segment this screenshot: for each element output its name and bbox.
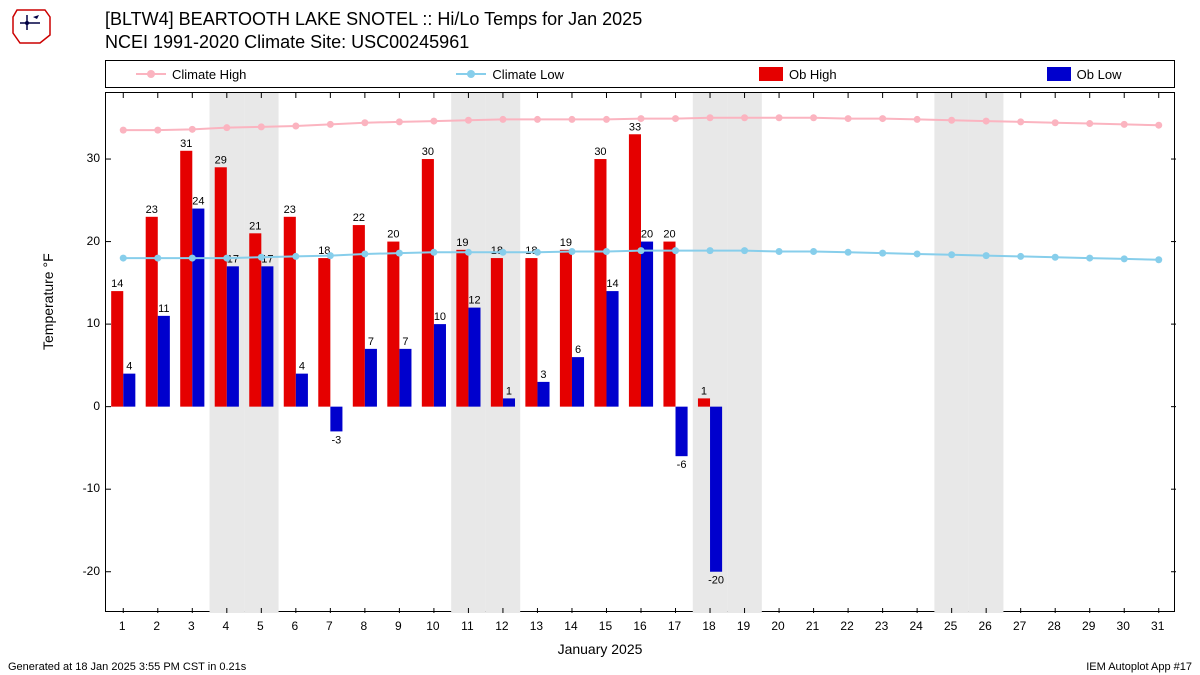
legend-climate-low: Climate Low	[456, 67, 564, 82]
ytick-label: 0	[70, 399, 100, 413]
svg-text:24: 24	[192, 196, 204, 208]
svg-text:23: 23	[146, 204, 158, 216]
ytick-label: 30	[70, 151, 100, 165]
svg-text:30: 30	[422, 146, 434, 158]
svg-text:14: 14	[606, 278, 618, 290]
xtick-label: 16	[633, 619, 646, 633]
title-line-1: [BLTW4] BEARTOOTH LAKE SNOTEL :: Hi/Lo T…	[105, 8, 642, 31]
xtick-label: 17	[668, 619, 681, 633]
xtick-label: 20	[771, 619, 784, 633]
svg-text:12: 12	[468, 295, 480, 307]
ytick-label: 10	[70, 316, 100, 330]
svg-text:-6: -6	[677, 459, 687, 471]
svg-text:7: 7	[368, 336, 374, 348]
svg-text:22: 22	[353, 212, 365, 224]
title-line-2: NCEI 1991-2020 Climate Site: USC00245961	[105, 31, 642, 54]
svg-text:20: 20	[663, 229, 675, 241]
legend-ob-high: Ob High	[759, 67, 837, 82]
xtick-label: 26	[978, 619, 991, 633]
xtick-label: 18	[702, 619, 715, 633]
xtick-label: 15	[599, 619, 612, 633]
x-axis-label: January 2025	[558, 641, 643, 657]
svg-text:3: 3	[540, 369, 546, 381]
xtick-label: 8	[361, 619, 368, 633]
xtick-label: 29	[1082, 619, 1095, 633]
svg-text:33: 33	[629, 121, 641, 133]
plot-area: 144231131242917211723418-322720730101912…	[105, 92, 1175, 612]
svg-text:29: 29	[215, 154, 227, 166]
svg-text:7: 7	[402, 336, 408, 348]
svg-text:23: 23	[284, 204, 296, 216]
svg-text:21: 21	[249, 220, 261, 232]
xtick-label: 31	[1151, 619, 1164, 633]
xtick-label: 12	[495, 619, 508, 633]
svg-text:30: 30	[594, 146, 606, 158]
xtick-label: 19	[737, 619, 750, 633]
ytick-label: -10	[70, 481, 100, 495]
y-axis-label: Temperature °F	[40, 253, 56, 350]
xtick-label: 25	[944, 619, 957, 633]
svg-text:6: 6	[575, 344, 581, 356]
xtick-label: 1	[119, 619, 126, 633]
xtick-label: 14	[564, 619, 577, 633]
chart-title: [BLTW4] BEARTOOTH LAKE SNOTEL :: Hi/Lo T…	[105, 8, 642, 55]
legend-climate-high: Climate High	[136, 67, 246, 82]
xtick-label: 30	[1117, 619, 1130, 633]
xtick-label: 4	[222, 619, 229, 633]
footer-generated: Generated at 18 Jan 2025 3:55 PM CST in …	[8, 661, 246, 673]
svg-text:4: 4	[126, 361, 132, 373]
svg-text:19: 19	[560, 237, 572, 249]
svg-text:10: 10	[434, 311, 446, 323]
svg-text:20: 20	[387, 229, 399, 241]
xtick-label: 21	[806, 619, 819, 633]
xtick-label: 6	[291, 619, 298, 633]
xtick-label: 24	[909, 619, 922, 633]
svg-text:19: 19	[456, 237, 468, 249]
svg-text:-20: -20	[708, 575, 724, 587]
xtick-label: 2	[153, 619, 160, 633]
svg-text:11: 11	[158, 303, 169, 315]
chart-canvas: 144231131242917211723418-322720730101912…	[106, 93, 1176, 613]
footer-appid: IEM Autoplot App #17	[1086, 661, 1192, 673]
svg-text:14: 14	[111, 278, 123, 290]
ytick-label: 20	[70, 234, 100, 248]
legend-ob-low: Ob Low	[1047, 67, 1122, 82]
xtick-label: 3	[188, 619, 195, 633]
xtick-label: 7	[326, 619, 333, 633]
svg-text:4: 4	[299, 361, 305, 373]
svg-text:1: 1	[506, 385, 512, 397]
xtick-label: 23	[875, 619, 888, 633]
xtick-label: 11	[461, 619, 473, 633]
xtick-label: 5	[257, 619, 264, 633]
iem-logo	[5, 5, 55, 45]
legend: Climate High Climate Low Ob High Ob Low	[105, 60, 1175, 88]
xtick-label: 13	[530, 619, 543, 633]
svg-text:1: 1	[701, 385, 707, 397]
svg-text:20: 20	[641, 229, 653, 241]
xtick-label: 9	[395, 619, 402, 633]
svg-text:31: 31	[180, 138, 192, 150]
xtick-label: 28	[1048, 619, 1061, 633]
xtick-label: 27	[1013, 619, 1026, 633]
svg-text:-3: -3	[332, 434, 342, 446]
xtick-label: 22	[840, 619, 853, 633]
xtick-label: 10	[426, 619, 439, 633]
ytick-label: -20	[70, 564, 100, 578]
